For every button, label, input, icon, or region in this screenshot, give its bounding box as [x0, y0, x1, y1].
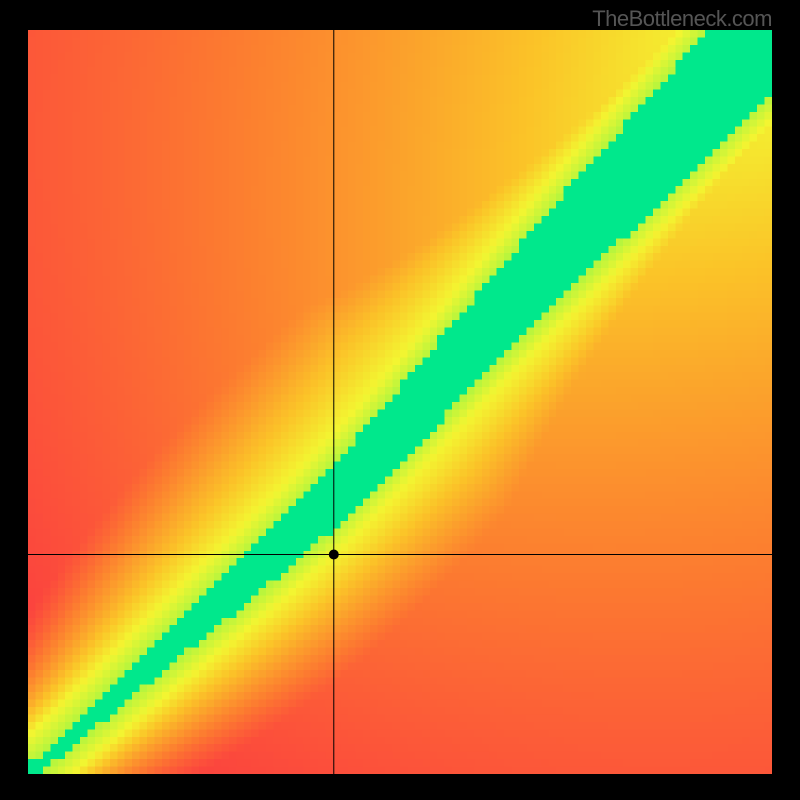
watermark-text: TheBottleneck.com	[592, 6, 772, 32]
bottleneck-heatmap	[28, 30, 772, 774]
chart-wrapper: TheBottleneck.com	[0, 0, 800, 800]
